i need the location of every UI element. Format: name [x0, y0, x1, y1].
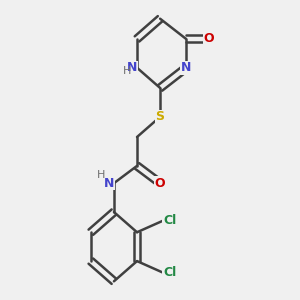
Text: N: N	[127, 61, 137, 74]
Text: H: H	[97, 169, 105, 179]
Text: S: S	[156, 110, 165, 123]
Text: O: O	[204, 32, 214, 45]
Text: Cl: Cl	[163, 266, 176, 279]
Text: N: N	[181, 61, 191, 74]
Text: Cl: Cl	[163, 214, 176, 227]
Text: H: H	[123, 66, 131, 76]
Text: N: N	[103, 177, 114, 190]
Text: O: O	[155, 177, 165, 190]
